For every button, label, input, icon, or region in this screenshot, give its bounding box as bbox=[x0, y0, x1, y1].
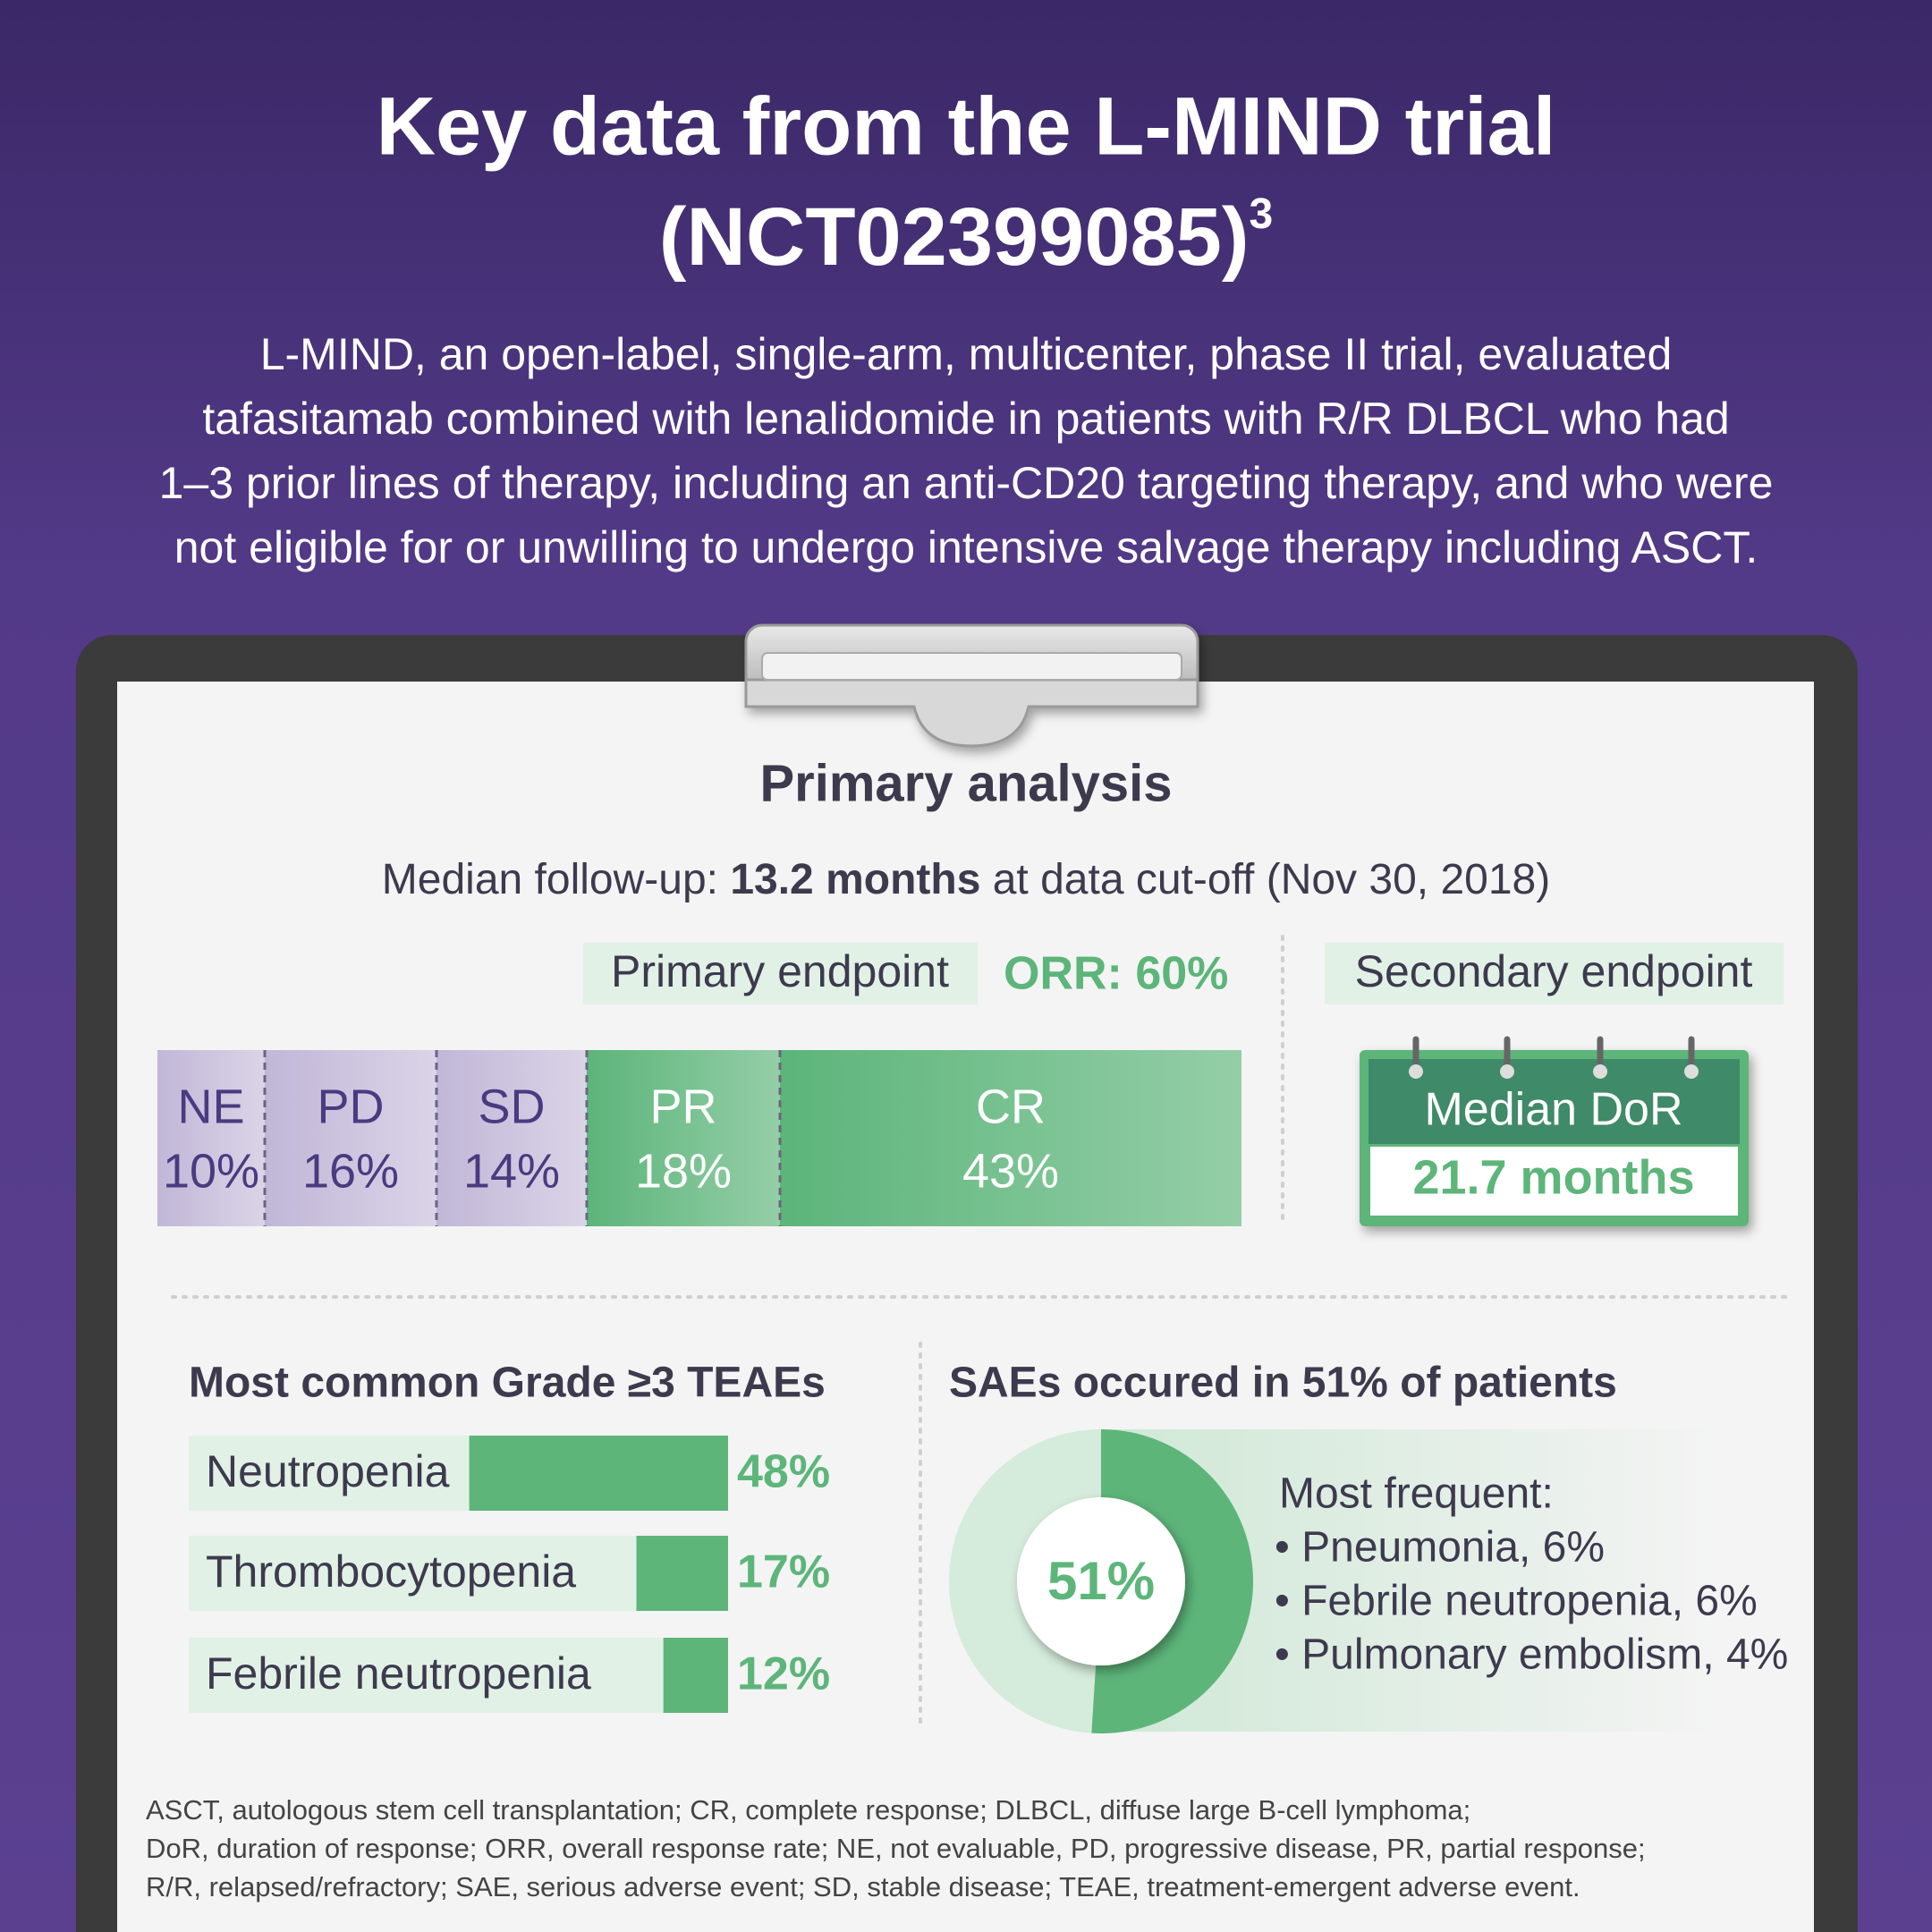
bar-segment bbox=[780, 1050, 1241, 1226]
bar-label: Thrombocytopenia bbox=[206, 1546, 576, 1597]
follow-up: Median follow-up: 13.2 months at data cu… bbox=[382, 856, 1550, 903]
segment-label: PD bbox=[317, 1080, 384, 1133]
calendar-hole bbox=[1500, 1064, 1514, 1079]
segment-label: NE bbox=[177, 1080, 244, 1133]
data-label: 51% bbox=[1047, 1551, 1155, 1611]
intro-line: 1–3 prior lines of therapy, including an… bbox=[159, 458, 1774, 508]
bar-segment bbox=[265, 1050, 436, 1226]
chart-title: SAEs occured in 51% of patients bbox=[949, 1360, 1617, 1407]
bar bbox=[636, 1536, 728, 1611]
title: (NCT02399085)3 bbox=[659, 191, 1273, 284]
chart-title: Most common Grade ≥3 TEAEs bbox=[189, 1360, 826, 1407]
segment-label: CR bbox=[976, 1080, 1046, 1133]
list-heading: Most frequent: bbox=[1279, 1470, 1554, 1518]
clip bbox=[744, 623, 1199, 748]
list-item: • Pulmonary embolism, 4% bbox=[1275, 1631, 1788, 1679]
follow-up-text: at data cut-off (Nov 30, 2018) bbox=[980, 856, 1550, 903]
intro-line: L-MIND, an open-label, single-arm, multi… bbox=[260, 329, 1673, 379]
title: Key data from the L-MIND trial bbox=[377, 80, 1556, 172]
bar-segment bbox=[587, 1050, 780, 1226]
bar-label: Neutropenia bbox=[206, 1446, 450, 1496]
donut-hole bbox=[1017, 1497, 1185, 1665]
endpoint-label: Secondary endpoint bbox=[1355, 946, 1753, 996]
bar bbox=[663, 1638, 728, 1713]
data-label: 18% bbox=[635, 1144, 732, 1198]
calendar-hole bbox=[1684, 1064, 1699, 1079]
intro-line: tafasitamab combined with lenalidomide i… bbox=[202, 394, 1729, 444]
dor-label: Median DoR bbox=[1424, 1084, 1682, 1136]
segment-tint bbox=[780, 1050, 1241, 1226]
bar-segment bbox=[157, 1050, 265, 1226]
label-box bbox=[583, 943, 978, 1004]
follow-up-value: 13.2 months bbox=[730, 856, 980, 903]
footnote: R/R, relapsed/refractory; SAE, serious a… bbox=[146, 1871, 1580, 1902]
data-label: 17% bbox=[737, 1546, 830, 1598]
data-label: 10% bbox=[163, 1144, 259, 1198]
superscript: 3 bbox=[1249, 191, 1273, 238]
data-label: 14% bbox=[463, 1144, 560, 1198]
calendar-hole bbox=[1593, 1064, 1607, 1079]
list-item: • Febrile neutropenia, 6% bbox=[1275, 1578, 1758, 1625]
segment-label: SD bbox=[478, 1080, 545, 1133]
data-label: 43% bbox=[962, 1144, 1059, 1198]
section-title: Primary analysis bbox=[759, 754, 1172, 812]
segment-tint bbox=[436, 1050, 587, 1226]
calendar-hole bbox=[1409, 1064, 1423, 1079]
bar bbox=[469, 1436, 728, 1511]
footnote: ASCT, autologous stem cell transplantati… bbox=[146, 1794, 1470, 1826]
data-label: 48% bbox=[737, 1446, 830, 1498]
bar-segment bbox=[436, 1050, 587, 1226]
list-item: • Pneumonia, 6% bbox=[1275, 1524, 1605, 1572]
bar-label: Febrile neutropenia bbox=[206, 1648, 591, 1699]
orr: ORR: 60% bbox=[1004, 948, 1228, 1000]
data-label: 16% bbox=[302, 1144, 399, 1198]
follow-up-text: Median follow-up: bbox=[382, 856, 731, 903]
segment-label: PR bbox=[649, 1080, 716, 1133]
endpoint-label: Primary endpoint bbox=[611, 946, 949, 996]
footnote: DoR, duration of response; ORR, overall … bbox=[146, 1833, 1646, 1864]
segment-tint bbox=[587, 1050, 780, 1226]
data-label: 12% bbox=[737, 1648, 830, 1700]
bar-background bbox=[189, 1638, 728, 1713]
dor-value: 21.7 months bbox=[1412, 1150, 1694, 1204]
intro-line: not eligible for or unwilling to undergo… bbox=[174, 522, 1758, 572]
segment-tint bbox=[157, 1050, 265, 1226]
label-box bbox=[1325, 943, 1784, 1004]
calendar-header bbox=[1368, 1059, 1740, 1144]
calendar-body bbox=[1370, 1147, 1738, 1216]
segment-tint bbox=[265, 1050, 436, 1226]
title-text: (NCT02399085) bbox=[659, 191, 1250, 283]
